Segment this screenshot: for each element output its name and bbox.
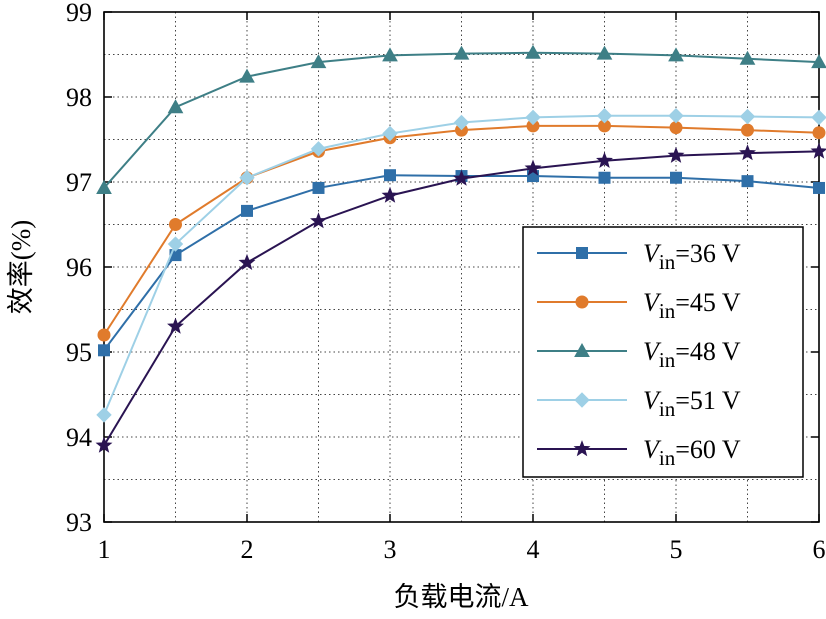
legend-item: Vin=48 V [537,337,741,372]
legend-marker [576,247,588,259]
data-point [741,123,754,137]
data-point [668,47,684,62]
data-point [310,54,327,69]
data-point [241,204,253,217]
data-point [670,171,682,184]
legend-item: Vin=36 V [537,239,741,274]
data-point [310,141,327,157]
legend-item: Vin=45 V [537,288,741,323]
data-point [741,175,754,188]
data-point [97,328,111,342]
legend-label: Vin=48 V [643,337,741,372]
x-tick-label: 4 [527,535,540,564]
legend-label: Vin=36 V [643,239,741,274]
y-axis-label: 效率(%) [6,220,36,314]
data-point [596,151,613,168]
series-3 [96,107,826,423]
data-point [812,126,826,140]
data-point [596,45,613,60]
data-point [98,344,110,357]
data-point [810,142,826,159]
data-point [169,218,182,231]
data-point [739,108,756,125]
data-point [668,107,684,124]
series-2 [96,44,826,194]
x-tick-label: 6 [813,535,826,564]
legend-item: Vin=60 V [537,435,741,470]
data-point [239,170,255,186]
legend-marker [574,392,590,408]
data-point [312,181,325,194]
legend-marker [575,295,589,309]
axis-ticks: 1 2 3 4 5 6 93 94 95 96 97 98 99 [66,0,826,564]
data-point [453,45,470,60]
x-tick-label: 2 [241,535,254,564]
data-point [811,109,826,126]
data-point [739,144,756,161]
data-point [598,171,611,184]
data-point [310,212,327,229]
y-tick-label: 95 [66,338,92,367]
x-tick-label: 3 [384,535,397,564]
data-point [453,114,470,131]
x-tick-label: 1 [98,535,111,564]
legend-marker [573,440,591,457]
data-point [167,236,184,252]
data-point [739,50,756,65]
data-point [96,179,112,194]
data-point [167,317,184,334]
y-tick-label: 93 [66,508,92,537]
legend: Vin=36 V Vin=45 V Vin=48 V Vin=51 V Vin=60 V [522,226,804,478]
data-point [381,186,399,203]
legend-label: Vin=60 V [643,435,741,470]
data-point [167,99,184,114]
series-4 [95,142,826,453]
data-point [525,109,541,126]
data-point [596,107,613,124]
series-lines [95,44,826,453]
legend-marker [574,342,590,357]
data-point [525,44,541,59]
data-point [238,253,256,270]
data-point [382,125,398,142]
data-point [96,407,112,423]
x-axis-label: 负载电流/A [394,582,530,612]
legend-label: Vin=45 V [643,288,741,323]
y-tick-label: 96 [66,253,92,282]
data-point [813,181,825,194]
x-tick-label: 5 [670,535,683,564]
data-point [667,146,685,163]
y-tick-label: 97 [66,168,92,197]
data-point [384,169,396,182]
y-tick-label: 98 [66,83,92,112]
data-point [95,436,113,453]
data-point [453,169,470,186]
legend-label: Vin=51 V [643,386,741,421]
legend-item: Vin=51 V [537,386,741,421]
data-point [382,47,398,62]
y-tick-label: 99 [66,0,92,27]
data-point [811,54,826,69]
data-point [239,68,255,83]
data-point [524,159,542,176]
y-tick-label: 94 [66,423,92,452]
